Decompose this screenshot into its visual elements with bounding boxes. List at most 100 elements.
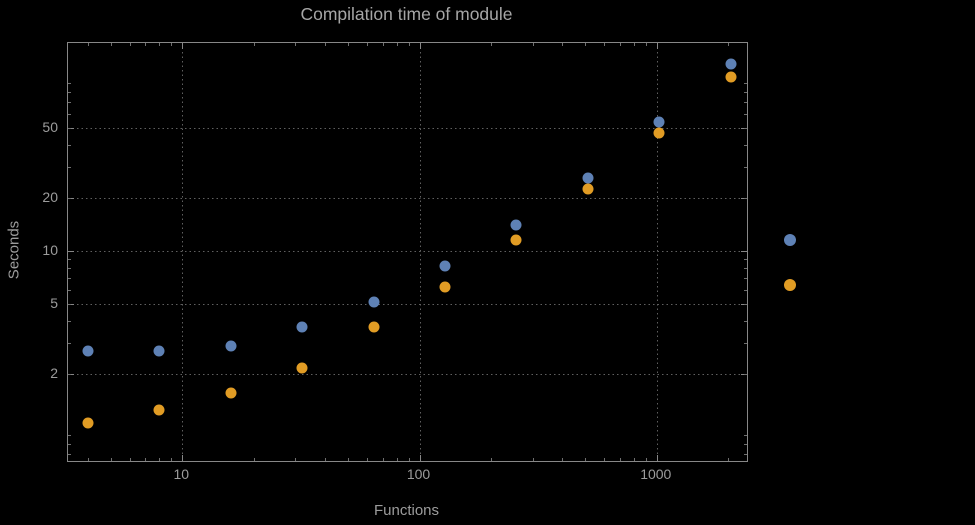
x-minor-tick <box>562 458 564 461</box>
v-gridline <box>182 43 184 461</box>
y-major-tick <box>68 250 74 252</box>
y-minor-tick <box>68 443 71 445</box>
x-minor-tick <box>585 43 587 46</box>
y-major-tick <box>68 127 74 129</box>
y-major-tick <box>68 303 74 305</box>
y-minor-tick <box>68 114 71 116</box>
x-minor-tick <box>145 458 147 461</box>
y-minor-tick <box>68 289 71 291</box>
x-minor-tick <box>620 458 622 461</box>
y-minor-tick <box>744 320 747 322</box>
x-minor-tick <box>604 43 606 46</box>
x-minor-tick <box>396 458 398 461</box>
x-minor-tick <box>645 43 647 46</box>
x-minor-tick <box>382 43 384 46</box>
x-minor-tick <box>620 43 622 46</box>
x-minor-tick <box>490 43 492 46</box>
y-minor-tick <box>68 127 71 129</box>
y-minor-tick <box>68 92 71 94</box>
y-minor-tick <box>744 166 747 168</box>
x-minor-tick <box>366 458 368 461</box>
h-gridline <box>68 250 747 252</box>
data-point <box>225 387 237 399</box>
x-minor-tick <box>325 43 327 46</box>
y-tick-label: 2 <box>50 364 58 381</box>
data-point <box>439 260 451 272</box>
h-gridline <box>68 197 747 199</box>
y-minor-tick <box>68 102 71 104</box>
data-point <box>653 127 665 139</box>
y-minor-tick <box>744 197 747 199</box>
y-minor-tick <box>744 303 747 305</box>
x-minor-tick <box>171 458 173 461</box>
y-minor-tick <box>744 373 747 375</box>
x-major-tick <box>182 455 184 461</box>
legend <box>784 234 804 324</box>
x-minor-tick <box>532 43 534 46</box>
data-point <box>225 340 237 352</box>
x-minor-tick <box>110 43 112 46</box>
y-minor-tick <box>744 342 747 344</box>
x-minor-tick <box>129 458 131 461</box>
x-minor-tick <box>728 458 730 461</box>
data-point <box>439 281 451 293</box>
x-minor-tick <box>366 43 368 46</box>
legend-entry <box>784 279 804 291</box>
x-tick-label: 10 <box>173 466 190 482</box>
x-major-tick <box>182 43 184 49</box>
legend-marker <box>784 234 796 246</box>
x-minor-tick <box>295 43 297 46</box>
data-point <box>582 172 594 184</box>
y-minor-tick <box>68 267 71 269</box>
data-point <box>296 362 308 374</box>
h-gridline <box>68 127 747 129</box>
y-minor-tick <box>744 267 747 269</box>
y-minor-tick <box>68 434 71 436</box>
x-minor-tick <box>253 458 255 461</box>
x-major-tick <box>419 43 421 49</box>
x-minor-tick <box>562 43 564 46</box>
x-minor-tick <box>382 458 384 461</box>
v-gridline <box>419 43 421 461</box>
x-minor-tick <box>325 458 327 461</box>
x-minor-tick <box>129 43 131 46</box>
data-point <box>510 234 522 246</box>
x-major-tick <box>656 43 658 49</box>
x-major-tick <box>419 455 421 461</box>
y-tick-label: 10 <box>42 241 58 258</box>
x-minor-tick <box>87 43 89 46</box>
data-point <box>82 417 94 429</box>
legend-marker <box>784 279 796 291</box>
v-gridline <box>656 43 658 461</box>
x-axis-label: Functions <box>373 502 440 519</box>
y-minor-tick <box>744 434 747 436</box>
data-point <box>653 116 665 128</box>
plot-area <box>67 42 748 462</box>
y-minor-tick <box>744 102 747 104</box>
h-gridline <box>68 303 747 305</box>
y-minor-tick <box>744 289 747 291</box>
y-minor-tick <box>68 373 71 375</box>
x-minor-tick <box>645 458 647 461</box>
data-point <box>153 345 165 357</box>
x-minor-tick <box>159 458 161 461</box>
y-minor-tick <box>68 197 71 199</box>
chart-title: Compilation time of module <box>300 4 513 24</box>
y-minor-tick <box>744 454 747 456</box>
x-minor-tick <box>348 43 350 46</box>
data-point <box>725 58 737 70</box>
y-minor-tick <box>744 145 747 146</box>
y-minor-tick <box>744 278 747 280</box>
x-tick-label: 100 <box>406 466 431 482</box>
x-tick-label: 1000 <box>640 466 672 482</box>
y-minor-tick <box>68 166 71 168</box>
y-tick-label: 50 <box>42 118 58 135</box>
x-minor-tick <box>253 43 255 46</box>
legend-entry <box>784 234 804 246</box>
x-minor-tick <box>159 43 161 46</box>
x-minor-tick <box>633 458 635 461</box>
x-minor-tick <box>87 458 89 461</box>
y-minor-tick <box>744 83 747 85</box>
data-point <box>368 321 380 333</box>
